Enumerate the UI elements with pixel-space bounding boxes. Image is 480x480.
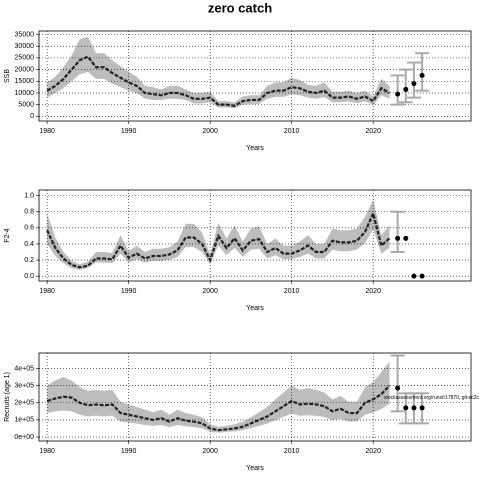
- y-tick-label: 0.8: [24, 209, 34, 216]
- y-tick-label: 5000: [18, 101, 34, 108]
- y-tick-label: 3e+05: [14, 382, 34, 389]
- y-tick-label: 15000: [15, 78, 35, 85]
- x-tick-label: 1980: [39, 448, 55, 455]
- forecast-point: [395, 235, 401, 241]
- estimate-line: [46, 384, 391, 432]
- plot-frame: [38, 189, 472, 282]
- forecast-point: [419, 405, 425, 411]
- y-tick-label: 0e+00: [14, 434, 34, 441]
- forecast-point: [403, 405, 409, 411]
- y-tick-label: 0.0: [24, 273, 34, 280]
- x-tick-label: 1990: [121, 128, 137, 135]
- confidence-band: [47, 361, 390, 433]
- y-tick-label: 10000: [15, 90, 35, 97]
- y-tick-label: 20000: [15, 66, 35, 73]
- x-tick-label: 2020: [365, 288, 381, 295]
- x-axis-label: Years: [246, 465, 264, 472]
- forecast-point: [403, 86, 409, 92]
- y-tick-label: 25000: [15, 55, 35, 62]
- plot-frame: [38, 352, 472, 442]
- y-tick-label: 0: [30, 113, 34, 120]
- y-tick-label: 4e+05: [14, 365, 34, 372]
- y-axis-label: F2-4: [4, 228, 11, 243]
- x-tick-label: 1990: [121, 448, 137, 455]
- x-axis-label: Years: [246, 145, 264, 152]
- x-tick-label: 1980: [39, 288, 55, 295]
- x-tick-label: 2010: [284, 288, 300, 295]
- y-tick-label: 0.4: [24, 241, 34, 248]
- y-tick-label: 2e+05: [14, 400, 34, 407]
- x-tick-label: 2020: [365, 448, 381, 455]
- x-axis-label: Years: [246, 305, 264, 312]
- x-tick-label: 1990: [121, 288, 137, 295]
- forecast-point: [411, 273, 417, 279]
- x-tick-label: 2010: [284, 448, 300, 455]
- y-tick-label: 35000: [15, 31, 35, 38]
- y-axis-label: Recruits (age 1): [4, 372, 11, 422]
- y-tick-label: 1e+05: [14, 417, 34, 424]
- plot-frame: [38, 30, 472, 122]
- chart-title: zero catch: [208, 0, 272, 15]
- x-tick-label: 2000: [202, 448, 218, 455]
- forecast-point: [403, 235, 409, 241]
- x-tick-label: 2020: [365, 128, 381, 135]
- forecast-point: [395, 91, 401, 97]
- y-axis-label: SSB: [4, 69, 11, 83]
- forecast-point: [395, 385, 401, 391]
- x-tick-label: 2000: [202, 288, 218, 295]
- forecast-point: [411, 81, 417, 87]
- forecast-point: [411, 405, 417, 411]
- forecast-point: [419, 72, 425, 78]
- y-tick-label: 0.6: [24, 225, 34, 232]
- estimate-line: [46, 55, 391, 107]
- x-tick-label: 2010: [284, 128, 300, 135]
- x-tick-label: 2000: [202, 128, 218, 135]
- y-tick-label: 30000: [15, 43, 35, 50]
- estimate-line: [46, 209, 391, 269]
- forecast-point: [419, 273, 425, 279]
- y-tick-label: 0.2: [24, 257, 34, 264]
- x-tick-label: 1980: [39, 128, 55, 135]
- annotation: stockassessment.org/runs/r17870, git:ec2…: [384, 395, 480, 401]
- y-tick-label: 1.0: [24, 192, 34, 199]
